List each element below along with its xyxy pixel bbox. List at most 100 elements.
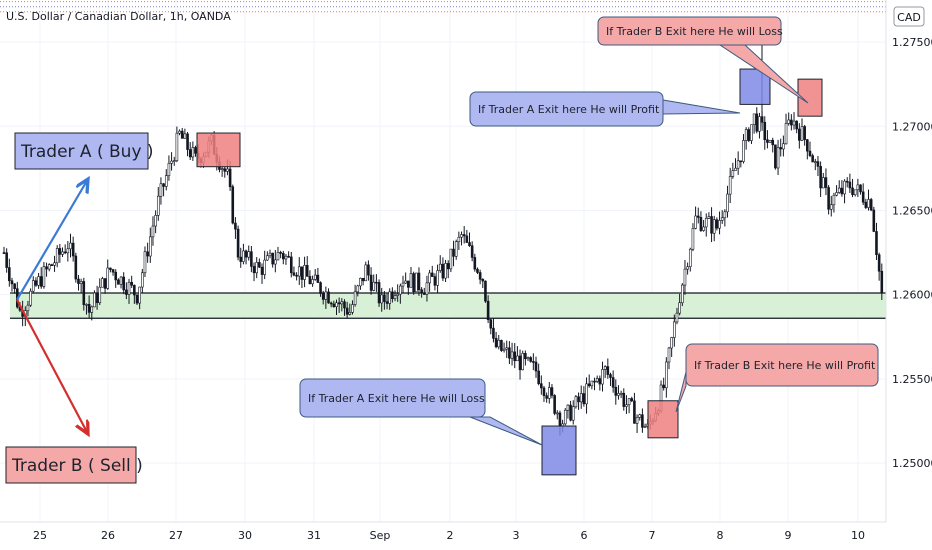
price-tick-label: 1.26500 [892,204,932,217]
candle [763,116,767,150]
candle-body-down [420,289,423,294]
candle-body-down [771,139,775,146]
callout-5: If Trader B Exit here He will Profit [675,343,879,413]
price-axis[interactable]: 1.27500 1.27000 1.26500 1.26000 1.25500 1.250… [892,36,932,470]
candle-body-down [231,186,235,224]
candle-body-down [305,265,309,277]
candle-body-down [851,187,854,196]
candle [42,261,46,289]
candle [356,284,360,297]
chart-title: U.S. Dollar / Canadian Dollar, 1h, OANDA [6,10,231,23]
candle-body-up [702,226,705,231]
candle-body-down [34,280,38,286]
candle-body-up [388,291,392,304]
candle [731,162,735,179]
candle [508,341,511,365]
candle [827,185,830,215]
candle [146,242,149,263]
candle [675,307,679,325]
callout-4: If Trader A Exit here He will Loss [299,378,543,446]
candle-body-up [159,183,163,197]
candle-body-up [127,281,131,295]
currency-badge-box[interactable] [893,6,925,27]
candle [39,267,43,289]
candle [776,139,780,175]
candle [178,129,181,136]
candle-body-down [524,353,527,360]
candle-body-down [518,355,522,371]
candle-body-up [404,280,407,284]
candle [119,276,123,289]
candle [457,231,461,250]
candle [747,127,751,143]
candle-body-up [704,218,708,228]
exit-boxes [196,68,823,476]
candlestick-series [2,16,884,436]
candle-body-up [601,369,604,385]
candle-body-up [436,270,439,286]
candle [324,286,328,309]
candle [343,299,346,316]
candle [180,127,184,139]
candle-body-up [66,248,70,254]
candle [159,177,163,205]
candle [372,274,376,292]
candle [425,275,429,302]
candle [566,404,570,419]
candle-body-down [739,160,743,163]
candle [614,379,618,405]
callout-3: If Trader A Exit here He will Profit [469,91,741,127]
candle [686,262,689,275]
candle-body-up [784,123,788,145]
candle [274,250,277,273]
candle [803,124,806,146]
support-zone [10,292,886,319]
candle [500,339,503,352]
candle-body-down [699,217,703,231]
candle [13,283,16,294]
candle-body-up [297,266,301,277]
candle [643,423,647,428]
candle-body-up [172,160,176,162]
candle [744,127,748,150]
candle [31,276,35,294]
candle-body-up [303,265,306,280]
candle [409,266,413,288]
annotation-box [5,446,137,484]
candle [699,211,703,232]
candle-body-up [683,268,687,286]
candle-body-down [180,130,184,139]
candle-body-down [795,120,798,130]
candle [141,268,144,293]
candle-body-up [853,189,857,196]
candle-body-down [803,126,806,140]
candle-body-up [61,251,64,255]
candle [327,288,330,304]
candle [412,271,415,295]
candle [843,179,846,204]
time-axis[interactable]: 25 26 27 30 31 Sep 2 3 6 7 8 9 10 [33,529,865,542]
candle [489,318,493,335]
candle-body-down [39,276,43,287]
candle [673,314,676,347]
candle-body-up [768,139,772,143]
candle-body-down [422,292,426,295]
reference-lines [0,1,886,13]
candle [641,408,644,433]
candle-body-down [880,270,884,294]
candle [845,177,849,188]
candle-body-down [300,266,304,280]
candle [526,356,530,361]
candle [821,172,825,189]
time-tick-label: 7 [649,529,656,542]
candle [353,284,357,307]
candle-body-down [715,219,719,229]
candle-body-up [460,234,463,238]
candle [297,257,301,285]
candle [34,277,38,287]
candle-body-down [228,168,232,188]
candle-body-up [313,274,317,280]
candle [300,266,304,289]
candle [779,138,783,157]
